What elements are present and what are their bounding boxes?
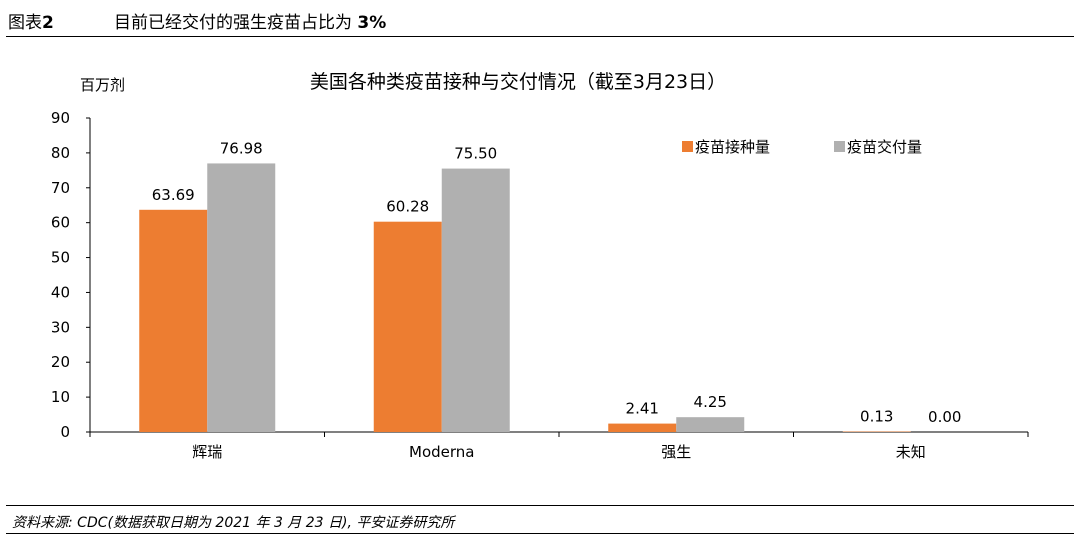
figure-label-number: 2 — [42, 13, 54, 33]
top-rule — [6, 36, 1074, 37]
data-label: 2.41 — [626, 400, 659, 418]
source-note: 资料来源: CDC(数据获取日期为 2021 年 3 月 23 日), 平安证券… — [12, 515, 455, 531]
y-tick-label: 80 — [51, 144, 70, 162]
x-tick-label: 辉瑞 — [192, 443, 222, 461]
legend-swatch — [682, 141, 693, 152]
data-label: 63.69 — [152, 186, 195, 204]
figure-label-prefix: 图表 — [8, 13, 42, 33]
y-tick-label: 70 — [51, 179, 70, 197]
y-tick-label: 10 — [51, 388, 70, 406]
y-tick-label: 0 — [60, 423, 70, 441]
y-tick-label: 20 — [51, 353, 70, 371]
data-label: 76.98 — [220, 139, 263, 157]
data-label: 60.28 — [386, 198, 429, 216]
bar-administered — [139, 209, 208, 432]
bar-administered — [373, 221, 442, 432]
unit-label: 百万剂 — [80, 76, 125, 94]
chart-title: 美国各种类疫苗接种与交付情况（截至3月23日） — [310, 71, 726, 93]
legend-label: 疫苗交付量 — [847, 138, 922, 156]
figure-title: 目前已经交付的强生疫苗占比为 3% — [114, 8, 386, 33]
data-label: 4.25 — [694, 393, 727, 411]
y-tick-label: 90 — [51, 109, 70, 127]
y-tick-label: 60 — [51, 214, 70, 232]
y-tick-label: 40 — [51, 283, 70, 301]
bottom-rule — [6, 505, 1074, 506]
bar-delivered — [441, 168, 510, 433]
figure-title-text: 目前已经交付的强生疫苗占比为 — [114, 13, 358, 33]
y-tick-label: 30 — [51, 318, 70, 336]
bar-chart: 美国各种类疫苗接种与交付情况（截至3月23日） 百万剂 0 10 20 30 40 50 60 7… — [51, 71, 1029, 461]
data-label: 0.00 — [928, 408, 961, 426]
y-tick-label: 50 — [51, 249, 70, 267]
x-tick-label: 强生 — [661, 443, 691, 461]
data-label: 0.13 — [860, 408, 893, 426]
bar-delivered — [676, 417, 745, 432]
bar-administered — [608, 423, 677, 432]
last-rule — [6, 533, 1074, 534]
figure-title-percent: 3% — [357, 13, 387, 33]
legend-swatch — [834, 141, 845, 152]
figure-header: 图表2 目前已经交付的强生疫苗占比为 3% — [6, 8, 1074, 33]
data-label: 75.50 — [454, 145, 497, 163]
figure-label: 图表2 — [8, 8, 54, 33]
legend-label: 疫苗接种量 — [695, 138, 770, 156]
x-tick-label: 未知 — [896, 443, 926, 461]
chart-area: 美国各种类疫苗接种与交付情况（截至3月23日） 百万剂 0 10 20 30 40 50 60 7… — [0, 40, 1080, 500]
x-tick-label: Moderna — [409, 443, 474, 461]
bar-delivered — [207, 163, 276, 432]
